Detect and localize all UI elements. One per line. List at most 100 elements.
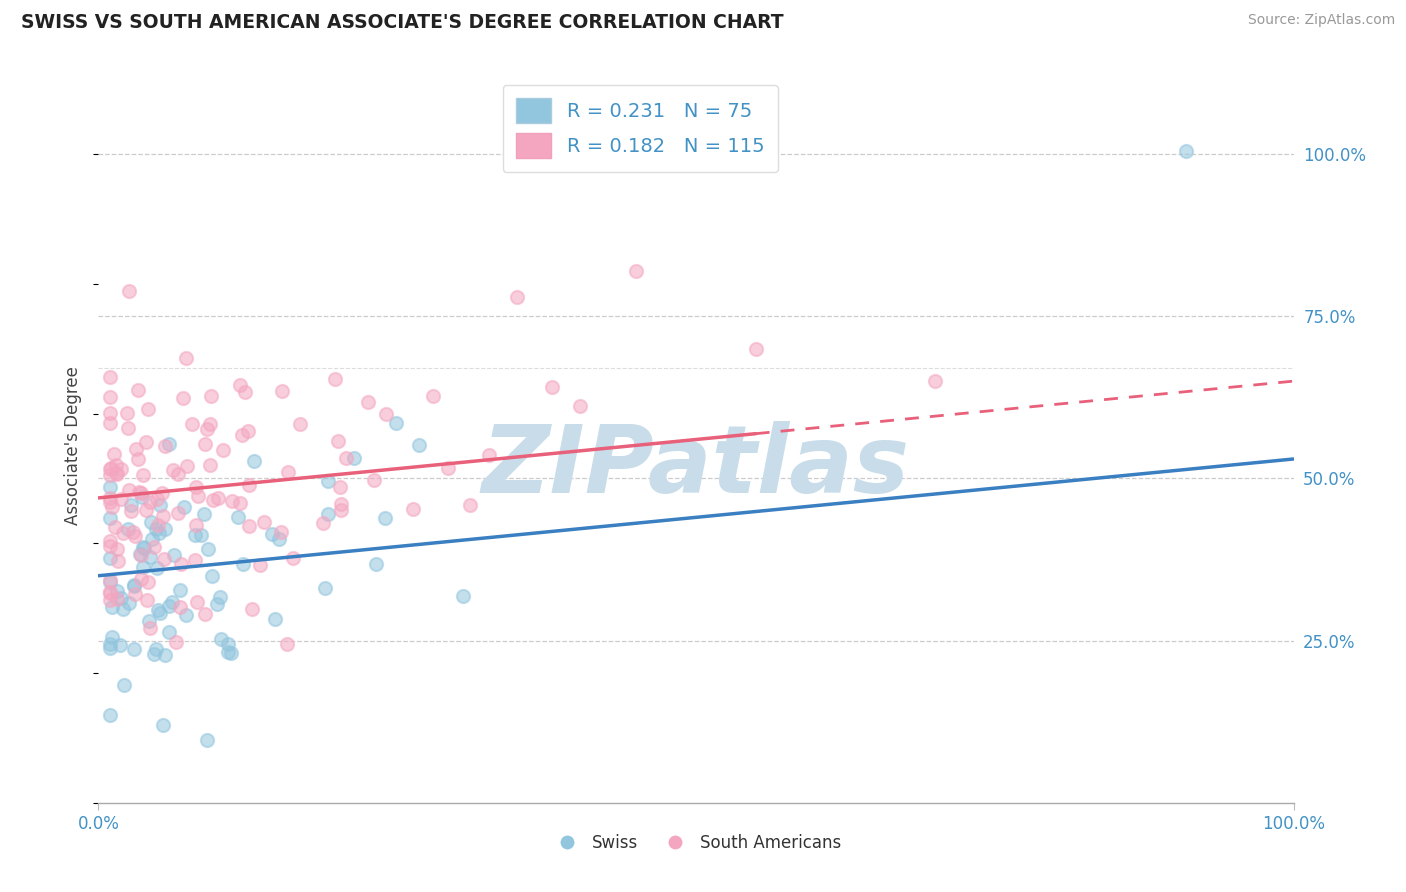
- Point: [148, 499, 170, 513]
- Point: [122, 578, 145, 592]
- Point: [129, 572, 152, 586]
- Point: [124, 529, 146, 543]
- Point: [98, 462, 122, 476]
- Point: [132, 560, 155, 574]
- Point: [98, 551, 122, 566]
- Point: [329, 480, 352, 494]
- Point: [98, 539, 122, 553]
- Point: [101, 600, 124, 615]
- Point: [120, 498, 142, 512]
- Point: [364, 557, 387, 571]
- Point: [98, 390, 122, 404]
- Point: [249, 558, 271, 572]
- Point: [98, 406, 122, 420]
- Text: Source: ZipAtlas.com: Source: ZipAtlas.com: [1247, 13, 1395, 28]
- Point: [105, 467, 128, 482]
- Point: [127, 451, 149, 466]
- Point: [343, 450, 366, 465]
- Point: [104, 466, 127, 480]
- Point: [174, 608, 197, 623]
- Point: [100, 500, 122, 515]
- Point: [242, 602, 264, 616]
- Point: [165, 634, 187, 648]
- Point: [146, 491, 169, 506]
- Point: [153, 648, 176, 662]
- Point: [124, 641, 146, 656]
- Point: [100, 461, 122, 475]
- Point: [134, 435, 156, 450]
- Point: [107, 554, 129, 568]
- Point: [422, 388, 444, 402]
- Point: [408, 438, 430, 452]
- Point: [98, 636, 122, 650]
- Point: [124, 587, 146, 601]
- Legend: Swiss, South Americans: Swiss, South Americans: [544, 828, 848, 859]
- Point: [231, 428, 253, 442]
- Point: [208, 591, 231, 605]
- Point: [152, 509, 174, 524]
- Point: [128, 485, 150, 500]
- Point: [201, 569, 224, 583]
- Point: [110, 591, 132, 605]
- Point: [183, 527, 205, 541]
- Point: [290, 417, 312, 431]
- Point: [149, 606, 172, 620]
- Point: [131, 540, 153, 554]
- Point: [281, 550, 304, 565]
- Point: [243, 454, 266, 468]
- Point: [267, 532, 290, 546]
- Point: [98, 585, 122, 599]
- Point: [134, 541, 156, 556]
- Point: [202, 492, 225, 507]
- Point: [125, 442, 148, 456]
- Point: [152, 717, 174, 731]
- Point: [170, 557, 193, 571]
- Point: [131, 490, 153, 504]
- Point: [458, 498, 481, 512]
- Point: [98, 479, 122, 493]
- Point: [180, 417, 202, 432]
- Point: [238, 424, 260, 438]
- Point: [131, 549, 153, 563]
- Point: [193, 507, 215, 521]
- Point: [228, 510, 250, 524]
- Point: [112, 525, 135, 540]
- Point: [253, 516, 276, 530]
- Point: [316, 507, 339, 521]
- Point: [238, 519, 260, 533]
- Text: SWISS VS SOUTH AMERICAN ASSOCIATE'S DEGREE CORRELATION CHART: SWISS VS SOUTH AMERICAN ASSOCIATE'S DEGR…: [21, 13, 783, 32]
- Point: [233, 384, 256, 399]
- Point: [540, 380, 562, 394]
- Point: [626, 264, 648, 278]
- Point: [112, 602, 135, 616]
- Point: [162, 595, 184, 609]
- Point: [478, 449, 501, 463]
- Point: [190, 527, 212, 541]
- Point: [323, 372, 346, 386]
- Point: [117, 421, 139, 435]
- Point: [453, 589, 475, 603]
- Point: [166, 506, 188, 520]
- Point: [98, 370, 122, 384]
- Point: [104, 519, 127, 533]
- Point: [263, 612, 285, 626]
- Point: [110, 462, 132, 476]
- Point: [173, 500, 195, 515]
- Point: [219, 646, 242, 660]
- Point: [136, 402, 159, 417]
- Point: [110, 639, 132, 653]
- Point: [374, 408, 396, 422]
- Point: [276, 637, 298, 651]
- Point: [139, 621, 162, 635]
- Point: [221, 494, 243, 508]
- Point: [98, 495, 122, 509]
- Point: [118, 284, 141, 298]
- Point: [217, 645, 239, 659]
- Point: [217, 637, 239, 651]
- Point: [569, 399, 592, 413]
- Point: [143, 540, 166, 554]
- Point: [136, 575, 159, 590]
- Point: [229, 496, 252, 510]
- Point: [117, 522, 139, 536]
- Point: [194, 437, 217, 451]
